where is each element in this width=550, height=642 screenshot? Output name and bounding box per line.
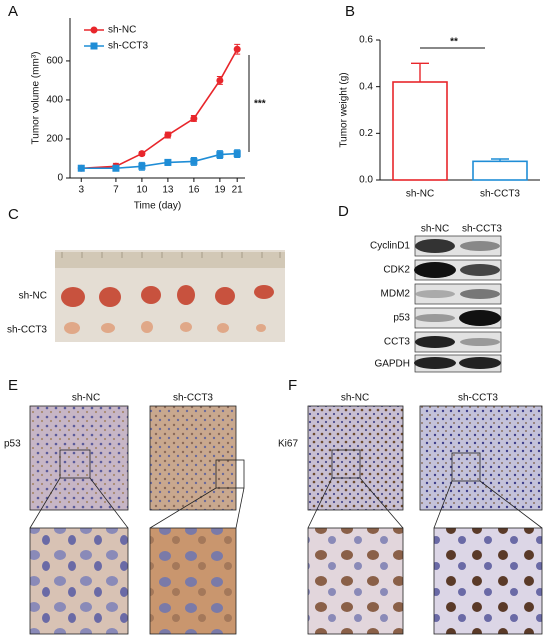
y-tick-label: 0.0 [359,175,373,186]
y-tick-label: 600 [46,56,63,67]
marker [138,162,146,170]
y-axis-label: Tumor volume (mm³) [31,52,42,145]
legend-marker [90,26,98,34]
panel-label: B [345,3,355,20]
marker [233,45,241,53]
x-tick-label: sh-NC [406,189,434,200]
y-axis-label: Tumor weight (g) [339,72,350,147]
legend-label: sh-CCT3 [108,41,148,52]
row-label: CDK2 [383,265,410,276]
x-tick-label: 13 [162,185,174,196]
y-tick-label: 200 [46,134,63,145]
x-tick-label: 3 [78,185,84,196]
bar [472,160,528,181]
ihc-images [307,405,543,635]
column-label: sh-CCT3 [173,393,213,404]
panel-label: D [338,203,349,220]
x-tick-label: sh-CCT3 [480,189,520,200]
column-label: sh-CCT3 [462,224,502,235]
x-tick-label: 7 [113,185,119,196]
panel-label: C [8,206,19,223]
error-bar [411,62,429,82]
bar [392,81,448,181]
row-label: MDM2 [381,289,411,300]
marker [164,131,172,139]
row-label: CyclinD1 [370,241,410,252]
error-bar [491,158,509,162]
x-axis-label: Time (day) [134,201,181,212]
row-label: sh-CCT3 [7,325,47,336]
marker [216,151,224,159]
annotation: ** [450,37,458,48]
x-tick-label: 10 [136,185,148,196]
marker [216,76,224,84]
marker [77,164,85,172]
panel-label: E [8,377,18,394]
y-tick-label: 0.2 [359,128,373,139]
panel-label: A [8,3,18,20]
row-label: p53 [393,313,410,324]
row-label: GAPDH [374,359,410,370]
series-line [81,48,238,170]
blot [414,235,502,373]
marker [190,157,198,165]
y-tick-label: 0 [57,173,63,184]
series-line [81,152,238,170]
tumor-photo [55,250,285,342]
marker [138,150,146,158]
marker [112,164,120,172]
column-label: sh-CCT3 [458,393,498,404]
annotation: *** [254,99,266,110]
x-tick-label: 16 [188,185,200,196]
row-label: sh-NC [19,291,47,302]
marker [190,114,198,122]
x-tick-label: 21 [232,185,244,196]
marker [164,158,172,166]
y-tick-label: 0.4 [359,81,373,92]
panel-label: F [288,377,297,394]
row-label: Ki67 [278,439,298,450]
column-label: sh-NC [341,393,369,404]
legend-marker [90,42,98,50]
y-tick-label: 400 [46,95,63,106]
row-label: CCT3 [384,337,411,348]
y-tick-label: 0.6 [359,35,373,46]
legend-label: sh-NC [108,25,136,36]
ihc-images [29,405,245,635]
x-tick-label: 19 [214,185,226,196]
column-label: sh-NC [421,224,449,235]
row-label: p53 [4,439,21,450]
marker [233,150,241,158]
column-label: sh-NC [72,393,100,404]
